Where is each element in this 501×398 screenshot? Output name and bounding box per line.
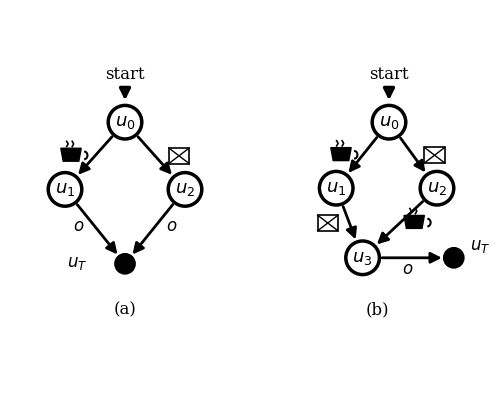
Circle shape [345,241,379,275]
FancyBboxPatch shape [317,215,337,231]
Text: $o$: $o$ [166,218,177,235]
Circle shape [419,172,453,205]
Text: $o$: $o$ [402,261,413,278]
Text: $u_T$: $u_T$ [67,255,87,272]
Text: $u_1$: $u_1$ [55,180,75,198]
Text: $u_T$: $u_T$ [469,238,489,256]
Text: (b): (b) [364,301,388,318]
Circle shape [48,173,82,206]
Polygon shape [330,148,351,161]
Text: $u_2$: $u_2$ [174,180,195,198]
Text: (a): (a) [113,301,136,318]
Text: $u_1$: $u_1$ [326,179,346,197]
Circle shape [371,105,405,139]
Circle shape [444,249,462,267]
Text: start: start [105,66,144,83]
Circle shape [116,255,134,273]
Text: $u_0$: $u_0$ [378,113,398,131]
Text: $u_0$: $u_0$ [114,113,135,131]
Text: start: start [368,66,408,83]
Circle shape [319,172,352,205]
Text: $o$: $o$ [72,218,84,235]
Text: $u_2$: $u_2$ [426,179,446,197]
Circle shape [108,105,141,139]
Polygon shape [61,148,81,161]
Circle shape [168,173,201,206]
Polygon shape [403,215,423,228]
Text: $u_3$: $u_3$ [352,249,372,267]
FancyBboxPatch shape [423,147,444,163]
FancyBboxPatch shape [168,148,189,164]
